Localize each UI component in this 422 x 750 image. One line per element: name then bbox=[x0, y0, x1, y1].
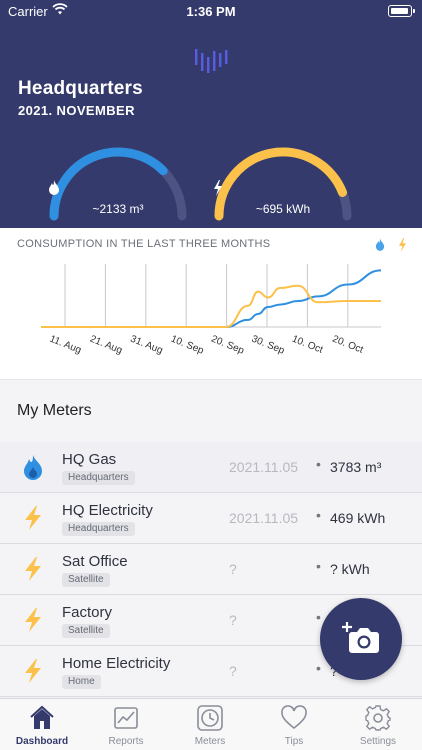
gas-gauge-value: ~2133 m³ bbox=[92, 202, 144, 216]
meter-tag: Satellite bbox=[62, 624, 110, 638]
bolt-icon bbox=[25, 557, 41, 581]
electricity-gauge[interactable]: ~695 kWh bbox=[213, 136, 353, 228]
gear-icon bbox=[365, 705, 391, 731]
flame-icon bbox=[24, 455, 42, 480]
meter-row[interactable]: Sat Office Satellite ? • ? kWh bbox=[0, 544, 422, 595]
location-title: Headquarters bbox=[18, 78, 143, 99]
bolt-icon bbox=[25, 659, 41, 683]
tab-bar: Dashboard Reports Meters Tips Settings bbox=[0, 698, 422, 750]
meter-name: Home Electricity bbox=[62, 655, 171, 672]
x-tick-label: 10. Sep bbox=[169, 334, 205, 357]
tab-label: Reports bbox=[108, 736, 144, 747]
meter-tag: Satellite bbox=[62, 573, 110, 587]
meter-icon bbox=[197, 705, 223, 731]
bolt-icon bbox=[25, 608, 41, 632]
x-tick-label: 31. Aug bbox=[129, 334, 165, 357]
meter-value: ? bbox=[330, 663, 338, 679]
meter-separator: • bbox=[316, 507, 321, 523]
house-icon bbox=[30, 705, 54, 729]
clock: 1:36 PM bbox=[186, 4, 236, 19]
meter-separator: • bbox=[316, 609, 321, 625]
chart-title: CONSUMPTION IN THE LAST THREE MONTHS bbox=[17, 238, 271, 250]
meter-tag: Headquarters bbox=[62, 471, 135, 485]
tab-label: Dashboard bbox=[15, 736, 69, 747]
meter-tag: Home bbox=[62, 675, 101, 689]
tab-reports[interactable]: Reports bbox=[84, 699, 168, 750]
gas-gauge[interactable]: ~2133 m³ bbox=[48, 136, 188, 228]
meter-date: ? bbox=[229, 663, 237, 679]
meter-date: 2021.11.05 bbox=[229, 459, 299, 475]
meter-name: Sat Office bbox=[62, 553, 128, 570]
camera-plus-icon bbox=[342, 622, 379, 653]
meter-name: HQ Gas bbox=[62, 451, 117, 468]
consumption-chart-svg: 11. Aug 21. Aug 31. Aug 10. Sep 20. Sep 30. S… bbox=[40, 264, 382, 357]
meter-separator: • bbox=[316, 456, 321, 472]
tab-meters[interactable]: Meters bbox=[168, 699, 252, 750]
gas-series-line bbox=[40, 269, 382, 328]
legend-flame-icon[interactable] bbox=[375, 238, 385, 257]
meter-separator: • bbox=[316, 558, 321, 574]
wifi-icon bbox=[52, 3, 68, 15]
x-tick-label: 20. Oct bbox=[331, 334, 365, 356]
tab-label: Settings bbox=[359, 736, 397, 747]
electricity-gauge-arc bbox=[214, 147, 352, 221]
battery-icon bbox=[388, 5, 415, 17]
electricity-series-line bbox=[40, 284, 381, 328]
carrier-label: Carrier bbox=[8, 4, 48, 19]
app-logo bbox=[195, 49, 228, 73]
x-tick-label: 20. Sep bbox=[209, 334, 245, 357]
status-bar: Carrier 1:36 PM bbox=[0, 0, 422, 24]
bolt-icon bbox=[25, 506, 41, 530]
meter-value: ? kWh bbox=[330, 561, 370, 577]
electricity-gauge-value: ~695 kWh bbox=[255, 202, 311, 216]
x-tick-label: 30. Sep bbox=[250, 334, 286, 357]
meter-tag: Headquarters bbox=[62, 522, 135, 536]
meter-value: 3783 m³ bbox=[330, 459, 382, 475]
x-tick-label: 11. Aug bbox=[48, 334, 83, 357]
meter-name: HQ Electricity bbox=[62, 502, 153, 519]
tab-label: Meters bbox=[194, 736, 226, 747]
tab-settings[interactable]: Settings bbox=[336, 699, 420, 750]
tab-tips[interactable]: Tips bbox=[252, 699, 336, 750]
meter-value: 469 kWh bbox=[330, 510, 386, 526]
tab-dashboard[interactable]: Dashboard bbox=[0, 699, 84, 750]
header: Carrier 1:36 PM Headquarters 2021. NOVEM… bbox=[0, 0, 422, 228]
x-tick-label: 21. Aug bbox=[88, 334, 124, 357]
gauge-fill bbox=[214, 147, 348, 221]
meter-name: Factory bbox=[62, 604, 113, 621]
period-subtitle: 2021. NOVEMBER bbox=[18, 103, 135, 118]
heart-icon bbox=[281, 705, 307, 730]
consumption-chart[interactable]: 11. Aug 21. Aug 31. Aug 10. Sep 20. Sep 30. S… bbox=[0, 228, 422, 380]
meters-section-title: My Meters bbox=[17, 402, 92, 419]
gauge-fill bbox=[49, 147, 168, 221]
legend-bolt-icon[interactable] bbox=[398, 238, 407, 257]
meter-date: ? bbox=[229, 612, 237, 628]
gas-gauge-arc bbox=[49, 147, 187, 221]
add-reading-camera-button[interactable] bbox=[320, 598, 402, 680]
meter-date: ? bbox=[229, 561, 237, 577]
meter-separator: • bbox=[316, 660, 321, 676]
x-tick-label: 10. Oct bbox=[290, 334, 324, 356]
meter-row[interactable]: HQ Electricity Headquarters 2021.11.05 •… bbox=[0, 493, 422, 544]
meter-row[interactable]: HQ Gas Headquarters 2021.11.05 • 3783 m³ bbox=[0, 442, 422, 493]
tab-label: Tips bbox=[284, 736, 304, 747]
chart-icon bbox=[114, 707, 138, 729]
meter-date: 2021.11.05 bbox=[229, 510, 299, 526]
